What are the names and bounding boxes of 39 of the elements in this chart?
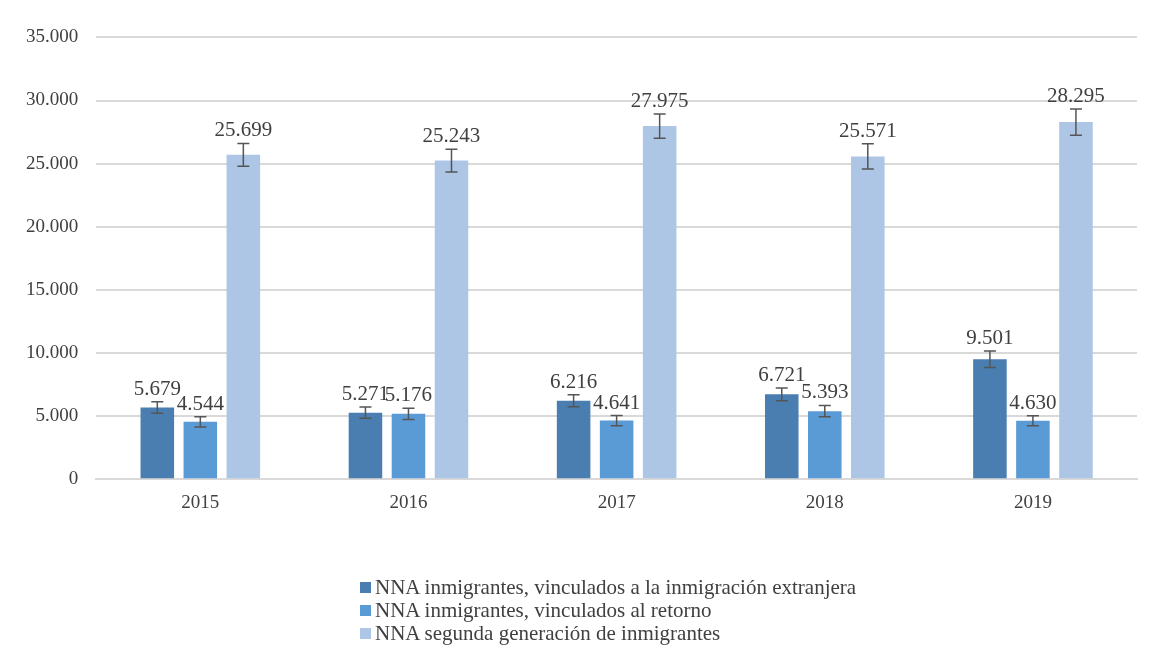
x-tick-label: 2016 <box>389 490 428 512</box>
y-tick-label: 20.000 <box>26 214 79 236</box>
data-label: 4.630 <box>1009 389 1057 414</box>
data-label: 27.975 <box>630 87 689 112</box>
x-tick-label: 2018 <box>805 490 844 512</box>
bar <box>226 154 261 479</box>
x-tick-label: 2019 <box>1013 490 1052 512</box>
y-tick-label: 25.000 <box>26 151 79 173</box>
bar <box>642 126 677 479</box>
bar <box>851 156 885 479</box>
data-label: 28.295 <box>1047 82 1105 107</box>
data-label: 25.243 <box>422 123 481 148</box>
bar <box>599 420 634 479</box>
y-tick-label: 0 <box>68 467 79 489</box>
bar <box>1016 420 1050 479</box>
bar <box>973 359 1007 479</box>
bar <box>348 412 383 479</box>
y-tick-label: 30.000 <box>26 88 79 110</box>
legend-label: NNA inmigrantes, vinculados a la inmigración extranjera <box>375 575 857 599</box>
bar <box>434 160 469 479</box>
data-label: 9.501 <box>966 325 1014 350</box>
bar <box>556 400 591 479</box>
x-tick-label: 2015 <box>181 490 220 512</box>
bar <box>808 411 842 479</box>
data-label: 5.679 <box>133 375 181 400</box>
y-tick-label: 5.000 <box>35 404 79 426</box>
legend-label: NNA segunda generación de inmigrantes <box>375 621 721 645</box>
y-tick-label: 35.000 <box>26 25 79 47</box>
y-tick-label: 15.000 <box>26 277 79 299</box>
x-tick-label: 2017 <box>597 490 636 512</box>
bar <box>183 421 218 479</box>
bar <box>764 394 799 479</box>
bar <box>1059 122 1093 479</box>
data-label: 25.699 <box>214 117 273 142</box>
bar <box>391 413 426 479</box>
y-tick-label: 10.000 <box>26 340 79 362</box>
legend-label: NNA inmigrantes, vinculados al retorno <box>375 598 712 622</box>
bar <box>140 407 175 479</box>
data-label: 25.571 <box>838 117 897 142</box>
